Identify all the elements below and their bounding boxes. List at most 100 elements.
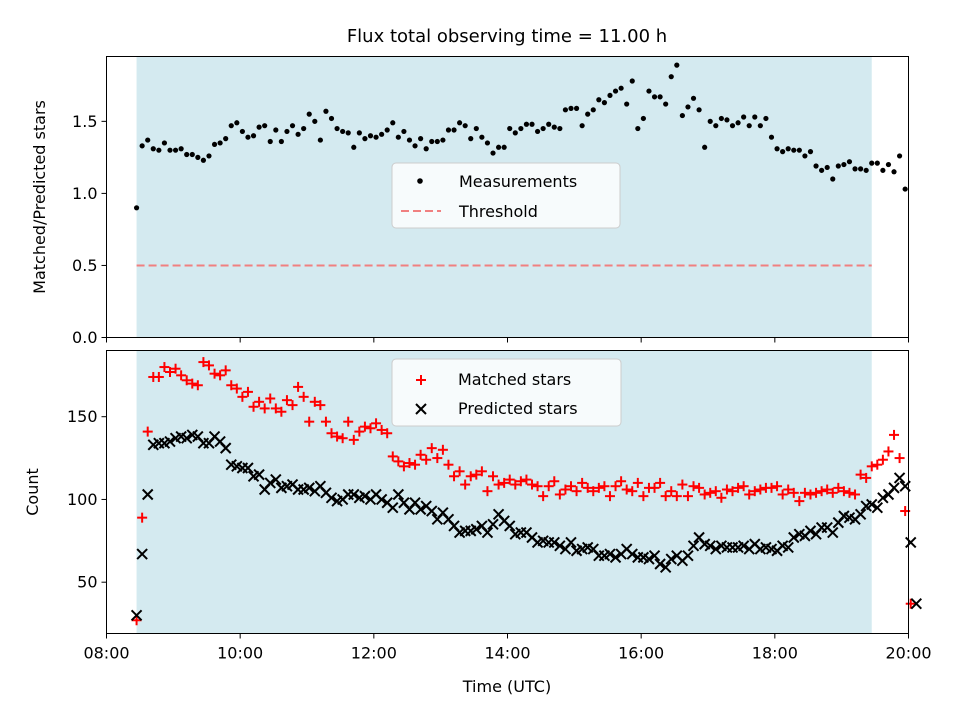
matched-point xyxy=(538,491,549,502)
matched-point xyxy=(866,461,877,472)
measurement-point xyxy=(741,114,747,120)
predicted-point xyxy=(877,492,889,504)
measurement-point xyxy=(484,140,491,146)
measurement-point xyxy=(885,161,892,168)
predicted-point xyxy=(270,473,282,486)
predicted-point xyxy=(387,502,399,514)
measurement-point xyxy=(429,138,435,145)
matched-point xyxy=(354,426,365,437)
matched-point xyxy=(421,454,432,465)
measurement-point xyxy=(763,115,769,122)
measurement-point xyxy=(635,125,641,132)
matched-point xyxy=(437,444,448,455)
matched-point xyxy=(666,486,677,497)
measurement-point xyxy=(262,123,268,129)
measurement-point xyxy=(250,133,257,139)
top-panel: 0.0 0.5 1.0 1.5 Matched/Predicted stars Mea… xyxy=(30,56,909,347)
measurement-point xyxy=(529,121,535,127)
measurement-point xyxy=(713,123,719,129)
measurement-point xyxy=(612,88,619,94)
matched-point xyxy=(298,391,309,402)
matched-point xyxy=(755,484,766,495)
matched-point xyxy=(527,479,538,490)
chart-title: Flux total observing time = 11.00 h xyxy=(347,26,667,47)
measurement-point xyxy=(390,120,396,126)
matched-point xyxy=(476,466,487,477)
matched-point xyxy=(638,491,649,502)
measurement-point xyxy=(618,85,624,91)
measurement-point xyxy=(284,128,290,135)
matched-point xyxy=(543,481,554,492)
measurement-point xyxy=(752,114,758,120)
matched-point xyxy=(164,367,175,378)
predicted-point xyxy=(704,540,716,552)
matched-point xyxy=(215,370,226,381)
measurement-point xyxy=(217,140,223,146)
predicted-point xyxy=(782,541,794,554)
top-y-axis-ticks: 0.0 0.5 1.0 1.5 xyxy=(72,112,107,347)
matched-point xyxy=(749,486,760,497)
predicted-point xyxy=(648,550,661,562)
predicted-point xyxy=(130,609,143,622)
matched-point xyxy=(226,380,237,391)
measurement-point xyxy=(423,146,429,152)
predicted-point xyxy=(481,526,494,539)
measurement-point xyxy=(657,94,663,100)
measurement-point xyxy=(328,115,335,122)
predicted-point xyxy=(359,490,371,502)
matched-point xyxy=(454,466,465,477)
matched-point xyxy=(231,383,242,394)
matched-point xyxy=(565,481,576,492)
measurement-point xyxy=(301,125,307,132)
matched-point xyxy=(137,512,148,523)
matched-point xyxy=(220,365,231,376)
matched-point xyxy=(460,479,471,490)
matched-point xyxy=(153,371,164,382)
matched-point xyxy=(677,479,688,490)
matched-point xyxy=(510,479,521,490)
measurement-point xyxy=(473,125,479,132)
predicted-point xyxy=(264,477,276,489)
measurement-point xyxy=(579,123,585,129)
matched-point xyxy=(844,487,855,498)
measurement-point xyxy=(206,153,212,159)
measurement-point xyxy=(234,120,240,126)
matched-point xyxy=(649,482,660,493)
matched-point xyxy=(838,486,849,497)
predicted-point xyxy=(180,432,193,444)
predicted-point xyxy=(626,548,638,560)
predicted-point xyxy=(242,462,254,474)
matched-point xyxy=(365,423,376,434)
predicted-point xyxy=(609,551,622,564)
predicted-point xyxy=(470,523,483,535)
measurement-point xyxy=(278,138,284,145)
predicted-point xyxy=(414,503,427,516)
measurement-point xyxy=(501,144,507,150)
matched-point xyxy=(861,472,872,483)
measurement-point xyxy=(178,146,184,152)
bottom-y-tick-label: 50 xyxy=(77,573,97,592)
measurement-point xyxy=(819,167,825,173)
matched-point xyxy=(905,598,916,609)
matched-point xyxy=(816,486,827,497)
matched-point xyxy=(604,491,615,502)
measurement-point xyxy=(295,131,301,137)
measurement-point xyxy=(245,134,251,140)
bottom-x-axis-label: Time (UTC) xyxy=(462,677,551,696)
predicted-point xyxy=(871,502,884,514)
matched-point xyxy=(577,477,588,488)
top-y-tick-label: 0.0 xyxy=(72,328,97,347)
measurement-point xyxy=(145,137,151,143)
matched-point xyxy=(449,471,460,482)
matched-point xyxy=(415,449,426,460)
matched-point xyxy=(432,453,443,464)
matched-point xyxy=(627,486,638,497)
measurement-point xyxy=(557,125,563,132)
measurement-point xyxy=(150,146,156,152)
matched-point xyxy=(287,400,298,411)
measurement-point xyxy=(395,134,401,140)
bottom-y-axis-ticks: 50 100 150 xyxy=(67,407,107,592)
measurement-point xyxy=(267,138,273,145)
measurement-point xyxy=(780,149,786,155)
measurement-point xyxy=(774,146,780,152)
